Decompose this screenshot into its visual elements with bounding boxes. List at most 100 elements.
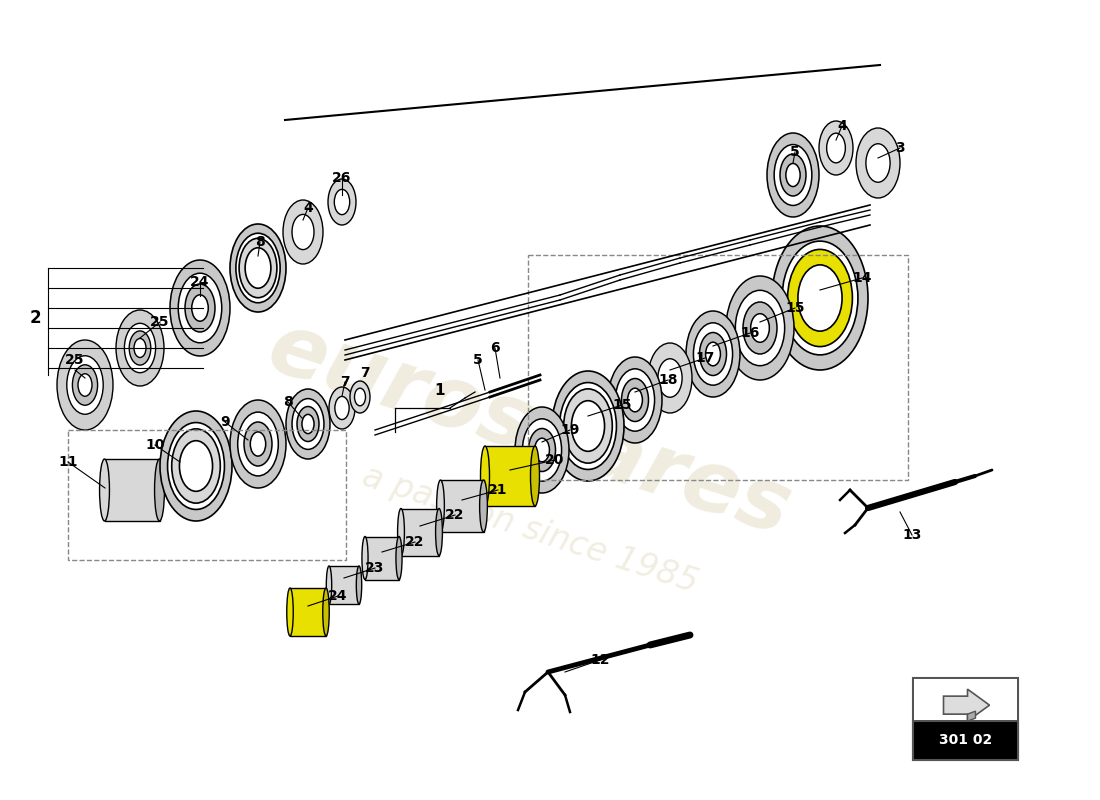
Text: 10: 10	[145, 438, 165, 452]
Ellipse shape	[301, 414, 315, 434]
Text: 7: 7	[360, 366, 370, 380]
Text: 19: 19	[560, 423, 580, 437]
Bar	[104, 459, 160, 521]
Ellipse shape	[772, 226, 868, 370]
Ellipse shape	[154, 459, 165, 521]
Text: 8: 8	[255, 235, 265, 249]
Ellipse shape	[535, 438, 549, 462]
Ellipse shape	[356, 566, 362, 604]
Ellipse shape	[178, 274, 222, 342]
Bar	[485, 446, 535, 506]
Ellipse shape	[780, 154, 806, 196]
Ellipse shape	[116, 310, 164, 386]
Bar	[440, 480, 484, 532]
Text: 8: 8	[283, 395, 293, 409]
Bar	[402, 509, 439, 555]
Ellipse shape	[571, 401, 605, 451]
Ellipse shape	[608, 357, 662, 443]
Ellipse shape	[179, 441, 212, 491]
Ellipse shape	[170, 260, 230, 356]
Ellipse shape	[522, 419, 562, 481]
Ellipse shape	[785, 163, 800, 186]
Bar	[913, 721, 1018, 760]
Text: 2: 2	[30, 309, 41, 327]
Ellipse shape	[397, 509, 405, 555]
Ellipse shape	[328, 179, 356, 225]
Text: 23: 23	[365, 561, 385, 575]
Ellipse shape	[658, 358, 682, 398]
Ellipse shape	[515, 407, 569, 493]
Ellipse shape	[788, 250, 853, 346]
Bar	[290, 588, 326, 636]
Text: 20: 20	[546, 453, 564, 467]
Ellipse shape	[238, 412, 278, 476]
Text: 5: 5	[473, 353, 483, 367]
Ellipse shape	[167, 422, 224, 510]
Ellipse shape	[827, 133, 846, 163]
Ellipse shape	[820, 121, 852, 175]
Ellipse shape	[235, 234, 280, 302]
Ellipse shape	[362, 537, 369, 579]
Ellipse shape	[286, 389, 330, 459]
Ellipse shape	[437, 480, 444, 532]
Ellipse shape	[239, 238, 277, 298]
Ellipse shape	[628, 388, 642, 412]
Ellipse shape	[563, 389, 613, 463]
Ellipse shape	[322, 588, 329, 636]
Ellipse shape	[185, 284, 214, 332]
Ellipse shape	[230, 224, 286, 312]
Ellipse shape	[283, 200, 323, 264]
Text: 4: 4	[304, 201, 312, 215]
Ellipse shape	[481, 446, 490, 506]
Text: 4: 4	[837, 119, 847, 133]
Ellipse shape	[560, 382, 616, 470]
Ellipse shape	[750, 314, 769, 342]
Bar	[914, 679, 1018, 720]
Ellipse shape	[866, 144, 890, 182]
Ellipse shape	[251, 432, 266, 456]
Ellipse shape	[767, 133, 820, 217]
Ellipse shape	[297, 406, 319, 442]
Ellipse shape	[705, 342, 720, 366]
Ellipse shape	[124, 323, 155, 373]
Text: 24: 24	[190, 275, 210, 289]
Bar	[913, 678, 1018, 760]
Text: 24: 24	[328, 589, 348, 603]
Bar	[528, 255, 908, 480]
Ellipse shape	[693, 323, 733, 385]
Ellipse shape	[334, 397, 349, 419]
Ellipse shape	[774, 145, 812, 206]
Text: 9: 9	[220, 415, 230, 429]
Text: 12: 12	[591, 653, 609, 667]
Ellipse shape	[436, 509, 442, 555]
Ellipse shape	[615, 369, 654, 431]
Ellipse shape	[648, 343, 692, 413]
Text: 22: 22	[405, 535, 425, 549]
Ellipse shape	[528, 429, 556, 471]
Text: 5: 5	[790, 145, 800, 159]
Ellipse shape	[244, 422, 272, 466]
Ellipse shape	[73, 365, 98, 406]
Ellipse shape	[287, 588, 294, 636]
Ellipse shape	[742, 302, 777, 354]
Ellipse shape	[329, 387, 355, 429]
Ellipse shape	[735, 290, 784, 366]
Ellipse shape	[480, 480, 487, 532]
Text: 26: 26	[332, 171, 352, 185]
Text: 25: 25	[65, 353, 85, 367]
Ellipse shape	[700, 333, 726, 375]
Ellipse shape	[327, 566, 332, 604]
Bar	[365, 537, 399, 579]
Text: 21: 21	[488, 483, 508, 497]
Text: 7: 7	[340, 375, 350, 389]
Polygon shape	[944, 689, 990, 721]
Text: 14: 14	[852, 271, 871, 285]
Ellipse shape	[78, 374, 92, 396]
Bar	[68, 430, 346, 560]
Ellipse shape	[530, 446, 539, 506]
Text: 22: 22	[446, 508, 464, 522]
Text: 301 02: 301 02	[939, 734, 992, 747]
Text: 15: 15	[785, 301, 805, 315]
Ellipse shape	[726, 276, 794, 380]
Ellipse shape	[396, 537, 403, 579]
